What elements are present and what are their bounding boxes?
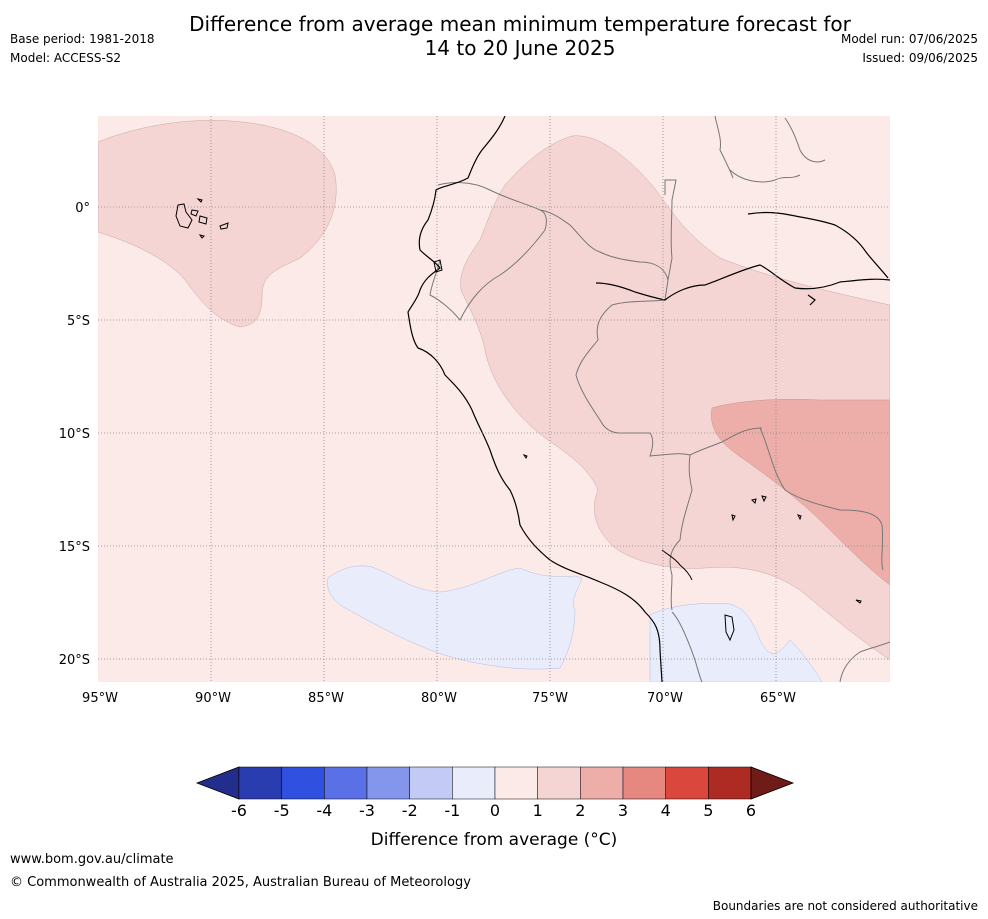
lon-label: 75°W (532, 691, 568, 706)
colorbar-tick-label: 4 (661, 801, 671, 820)
colorbar-tick-label: 5 (703, 801, 713, 820)
country-borders (429, 116, 890, 682)
title-line-1: Difference from average mean minimum tem… (189, 12, 851, 36)
map-panel (98, 116, 890, 682)
colorbar-segment (622, 766, 666, 800)
issued-date: Issued: 09/06/2025 (862, 51, 978, 65)
lon-label: 70°W (647, 691, 683, 706)
colorbar-extend-low (195, 766, 240, 800)
bom-url[interactable]: www.bom.gov.au/climate (10, 852, 174, 867)
colorbar-segment (452, 766, 496, 800)
colorbar: -6 -5 -4 -3 -2 -1 0 1 2 3 4 5 6 (195, 766, 795, 820)
lat-label: 10°S (59, 427, 90, 442)
boundaries-disclaimer: Boundaries are not considered authoritat… (712, 899, 978, 913)
map-title: Difference from average mean minimum tem… (150, 12, 890, 60)
colorbar-title: Difference from average (°C) (371, 830, 618, 850)
lat-label: 5°S (67, 314, 90, 329)
colorbar-tick-label: 3 (618, 801, 628, 820)
anomaly-minus1-to-0-ocean (327, 565, 583, 670)
colorbar-tick-label: -4 (316, 801, 332, 820)
colorbar-tick-label: 6 (746, 801, 756, 820)
colorbar-tick-label: -1 (444, 801, 460, 820)
colorbar-tick-label: -6 (231, 801, 247, 820)
colorbar-segment (324, 766, 368, 800)
latitude-labels: 0° 5°S 10°S 15°S 20°S (59, 201, 90, 668)
lon-label: 80°W (421, 691, 457, 706)
lon-label: 90°W (195, 691, 231, 706)
lat-label: 0° (75, 201, 90, 216)
copyright-notice: © Commonwealth of Australia 2025, Austra… (10, 875, 471, 890)
colorbar-segment (494, 766, 538, 800)
colorbar-tick-label: 2 (575, 801, 585, 820)
colorbar-segment (537, 766, 581, 800)
colorbar-tick-label: 1 (533, 801, 543, 820)
anomaly-1-to-2-galapagos (98, 120, 337, 328)
colorbar-segment (281, 766, 325, 800)
islands (175, 198, 862, 642)
colorbar-extend-high (750, 766, 795, 800)
lon-label: 95°W (82, 691, 118, 706)
colorbar-tick-label: -3 (359, 801, 375, 820)
colorbar-segment (409, 766, 453, 800)
base-period: Base period: 1981-2018 (10, 32, 155, 46)
lat-label: 15°S (59, 540, 90, 555)
colorbar-segment (665, 766, 709, 800)
colorbar-segment (238, 766, 282, 800)
anomaly-1-to-2-continent (460, 135, 890, 661)
colorbar-tick-label: 0 (490, 801, 500, 820)
colorbar-segment (580, 766, 624, 800)
lat-label: 20°S (59, 653, 90, 668)
title-line-2: 14 to 20 June 2025 (424, 36, 616, 60)
colorbar-segment (708, 766, 752, 800)
anomaly-minus1-to-0-altiplano (649, 603, 823, 682)
model-run: Model run: 07/06/2025 (840, 32, 978, 46)
colorbar-tick-label: -5 (274, 801, 290, 820)
model-name: Model: ACCESS-S2 (10, 51, 122, 65)
longitude-labels: 95°W 90°W 85°W 80°W 75°W 70°W 65°W (82, 691, 796, 706)
graticule (98, 116, 890, 682)
lon-label: 65°W (760, 691, 796, 706)
anomaly-2-to-3-region (711, 399, 890, 586)
lon-label: 85°W (308, 691, 344, 706)
colorbar-tick-label: -2 (402, 801, 418, 820)
colorbar-segment (366, 766, 410, 800)
